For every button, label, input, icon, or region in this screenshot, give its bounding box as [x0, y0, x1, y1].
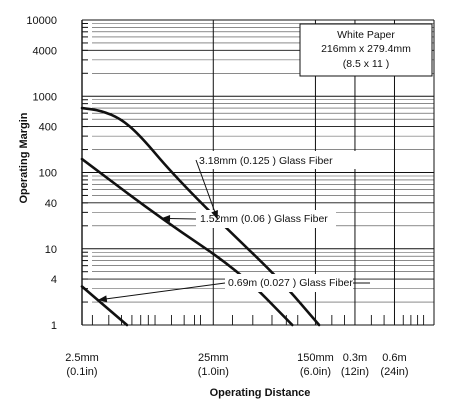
info-box-line2: 216mm x 279.4mm [321, 43, 411, 55]
y-tick-label: 10 [45, 244, 57, 256]
info-box-line1: White Paper [337, 29, 395, 41]
y-tick-label: 4000 [33, 45, 57, 57]
series-line-2 [80, 157, 294, 327]
series-annotations: 3.18mm (0.125 ) Glass Fiber 1.52mm (0.06… [97, 151, 370, 303]
x-tick-sublabel: (24in) [380, 366, 408, 378]
annotation-label-2: 1.52mm (0.06 ) Glass Fiber [200, 213, 328, 225]
x-tick-sublabel: (0.1in) [66, 366, 97, 378]
y-tick-label: 4 [51, 274, 57, 286]
x-tick-label: 2.5mm [65, 352, 99, 364]
annotation-arrow-3 [97, 282, 226, 301]
annotation-arrowhead-2 [161, 215, 171, 223]
x-tick-sublabel: (6.0in) [300, 366, 331, 378]
x-axis-title: Operating Distance [210, 387, 311, 399]
annotation-label-3: 0.69m (0.027 ) Glass Fiber [228, 277, 353, 289]
y-axis-title: Operating Margin [18, 112, 30, 203]
y-tick-label: 400 [39, 122, 57, 134]
info-box-frame [299, 23, 433, 77]
x-tick-label: 25mm [198, 352, 229, 364]
y-tick-label: 100 [39, 168, 57, 180]
annotation-box-3 [225, 274, 353, 292]
info-box-line3: (8.5 x 11 ) [343, 58, 390, 70]
info-box: White Paper 216mm x 279.4mm (8.5 x 11 ) [299, 23, 433, 77]
series-line-3 [80, 285, 129, 327]
y-tick-label: 40 [45, 198, 57, 210]
annotation-arrow-1 [195, 159, 219, 220]
y-tick-labels: 1 4 10 40 100 400 1000 4000 10000 [26, 15, 57, 332]
x-tick-labels: 2.5mm (0.1in) 25mm (1.0in) 150mm (6.0in) 0.3m (… [65, 352, 408, 378]
x-tick-sublabel: (1.0in) [198, 366, 229, 378]
annotation-label-1: 3.18mm (0.125 ) Glass Fiber [199, 155, 333, 167]
x-tick-label: 150mm [297, 352, 334, 364]
x-tick-label: 0.3m [343, 352, 367, 364]
annotation-box-2 [196, 210, 336, 228]
y-tick-label: 1000 [33, 91, 57, 103]
y-tick-label: 1 [51, 320, 57, 332]
x-tick-label: 0.6m [382, 352, 406, 364]
x-tick-sublabel: (12in) [341, 366, 369, 378]
y-tick-label: 10000 [26, 15, 57, 27]
series-line-1 [80, 106, 321, 327]
annotation-arrowhead-1 [211, 210, 218, 220]
annotation-arrowhead-3 [97, 295, 108, 303]
annotation-box-1 [196, 151, 356, 169]
